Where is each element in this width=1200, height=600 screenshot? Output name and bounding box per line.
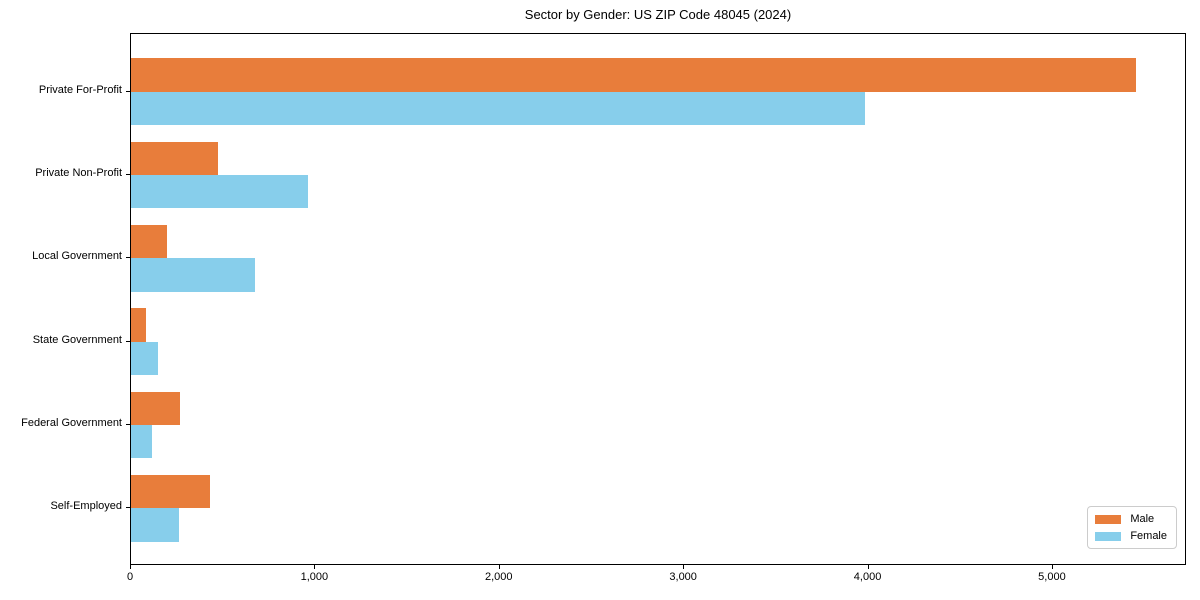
- x-tick-label-1-000: 1,000: [300, 571, 329, 583]
- y-label-state-government: State Government: [32, 333, 122, 346]
- legend-row-female: Female: [1095, 530, 1167, 542]
- y-tick-mark: [126, 424, 130, 426]
- bar-female-private-non-profit: [131, 174, 308, 209]
- bar-female-local-government: [131, 258, 256, 292]
- y-label-federal-government: Federal Government: [21, 417, 122, 430]
- bar-male-federal-government: [131, 391, 180, 426]
- legend-label-female: Female: [1130, 530, 1167, 542]
- x-tick-mark: [314, 565, 316, 569]
- bar-female-self-employed: [131, 508, 180, 542]
- legend-row-male: Male: [1095, 513, 1167, 525]
- x-tick-mark: [1051, 565, 1053, 569]
- y-label-local-government: Local Government: [32, 250, 122, 263]
- x-tick-label-5-000: 5,000: [1038, 571, 1066, 583]
- x-tick-label-2-000: 2,000: [485, 571, 513, 583]
- bar-male-state-government: [131, 308, 146, 342]
- x-tick-mark: [498, 565, 500, 569]
- bar-male-private-non-profit: [131, 141, 218, 175]
- x-tick-mark: [867, 565, 869, 569]
- y-label-private-for-profit: Private For-Profit: [38, 83, 122, 96]
- x-tick-label-0: 0: [126, 571, 134, 583]
- y-tick-mark: [126, 90, 130, 92]
- y-tick-mark: [126, 507, 130, 509]
- x-tick-label-3-000: 3,000: [669, 571, 697, 583]
- legend-swatch-male: [1095, 514, 1122, 524]
- bar-male-local-government: [131, 224, 167, 259]
- bar-male-self-employed: [131, 475, 211, 509]
- legend: Male Female: [1087, 506, 1177, 549]
- x-tick-label-4-000: 4,000: [853, 571, 882, 583]
- y-tick-mark: [126, 173, 130, 175]
- y-tick-mark: [126, 340, 130, 342]
- y-label-private-non-profit: Private Non-Profit: [35, 166, 122, 179]
- bar-female-federal-government: [131, 425, 152, 459]
- x-tick-mark: [130, 565, 131, 569]
- legend-swatch-female: [1095, 531, 1122, 541]
- legend-label-male: Male: [1130, 513, 1155, 525]
- plot-area: Male Female: [130, 33, 1186, 565]
- x-tick-mark: [683, 565, 685, 569]
- y-label-self-employed: Self-Employed: [50, 500, 122, 513]
- bar-female-state-government: [131, 341, 159, 376]
- bar-female-private-for-profit: [131, 91, 865, 125]
- y-tick-mark: [126, 257, 130, 259]
- bar-male-private-for-profit: [131, 58, 1136, 92]
- chart-title: Sector by Gender: US ZIP Code 48045 (202…: [524, 7, 792, 22]
